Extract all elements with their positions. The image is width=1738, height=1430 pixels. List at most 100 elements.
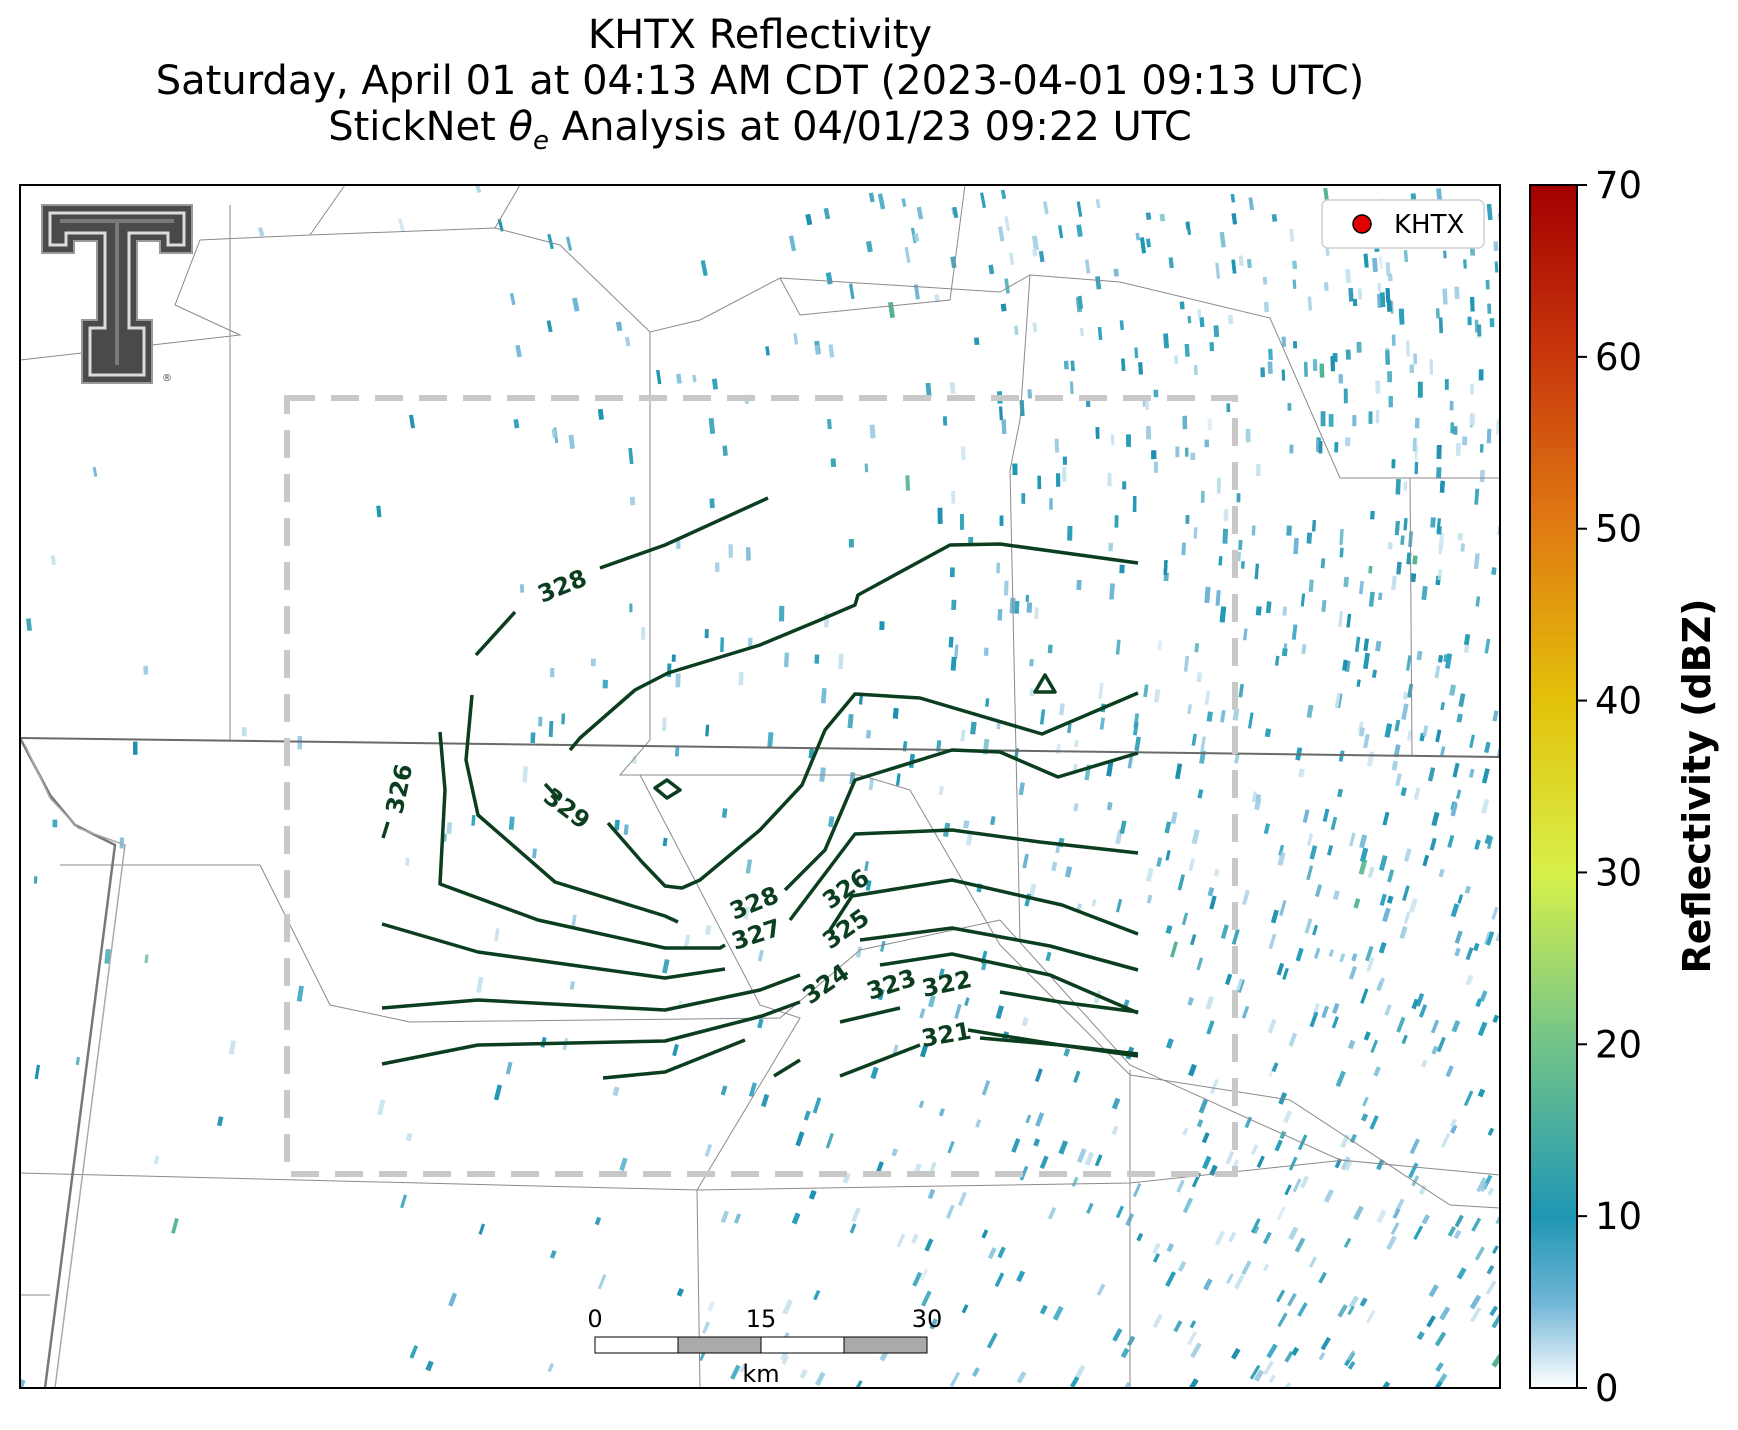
reflectivity-gate bbox=[1268, 348, 1273, 360]
reflectivity-gate bbox=[1091, 899, 1097, 907]
reflectivity-gate bbox=[1318, 1271, 1327, 1284]
reflectivity-gate bbox=[1452, 762, 1460, 778]
reflectivity-gate bbox=[1332, 353, 1338, 363]
reflectivity-gate bbox=[1228, 314, 1234, 325]
reflectivity-gate bbox=[1353, 1205, 1364, 1221]
reflectivity-gate bbox=[730, 1364, 741, 1380]
scale-tick: 0 bbox=[587, 1305, 602, 1333]
reflectivity-gate bbox=[1175, 763, 1183, 780]
reflectivity-gate bbox=[1018, 782, 1025, 796]
reflectivity-gate bbox=[1219, 606, 1227, 623]
scale-tick: 15 bbox=[746, 1305, 777, 1333]
reflectivity-gate bbox=[1069, 381, 1074, 395]
reflectivity-gate bbox=[1463, 644, 1470, 654]
reflectivity-gate bbox=[257, 226, 265, 237]
reflectivity-gate bbox=[1474, 1246, 1485, 1261]
reflectivity-gate bbox=[547, 1363, 555, 1373]
reflectivity-gate bbox=[1058, 1140, 1069, 1155]
reflectivity-gate bbox=[1436, 518, 1441, 533]
reflectivity-gate bbox=[1455, 789, 1462, 800]
reflectivity-gate bbox=[1176, 1179, 1185, 1193]
reflectivity-gate bbox=[1075, 1364, 1086, 1378]
reflectivity-gate bbox=[949, 1371, 961, 1387]
reflectivity-gate bbox=[1312, 1002, 1320, 1017]
reflectivity-gate bbox=[1481, 798, 1490, 814]
reflectivity-gate bbox=[1031, 235, 1039, 251]
reflectivity-gate bbox=[1477, 324, 1482, 337]
reflectivity-gate bbox=[1035, 1068, 1043, 1082]
reflectivity-gate bbox=[1264, 728, 1272, 738]
reflectivity-gate bbox=[994, 1272, 1005, 1288]
reflectivity-gate bbox=[133, 741, 138, 755]
reflectivity-gate bbox=[1415, 417, 1420, 429]
reflectivity-gate bbox=[1495, 932, 1500, 942]
reflectivity-gate bbox=[548, 721, 554, 737]
reflectivity-gate bbox=[1207, 418, 1212, 431]
reflectivity-gate bbox=[1022, 853, 1029, 869]
reflectivity-gate bbox=[1070, 1376, 1080, 1388]
reflectivity-gate bbox=[1337, 788, 1343, 798]
reflectivity-gate bbox=[104, 949, 111, 964]
scale-unit: km bbox=[742, 1360, 779, 1388]
reflectivity-gate bbox=[868, 192, 875, 203]
reflectivity-gate bbox=[1173, 1320, 1183, 1333]
state-lines bbox=[20, 737, 1500, 1388]
reflectivity-gate bbox=[921, 1290, 932, 1307]
reflectivity-gate bbox=[913, 284, 920, 300]
reflectivity-gate bbox=[1390, 1222, 1400, 1236]
reflectivity-gate bbox=[1435, 308, 1440, 319]
reflectivity-gate bbox=[720, 1210, 729, 1223]
reflectivity-gate bbox=[1274, 1139, 1283, 1152]
reflectivity-gate bbox=[1256, 464, 1261, 476]
reflectivity-gate bbox=[75, 1056, 80, 1066]
reflectivity-gate bbox=[757, 1018, 764, 1029]
reflectivity-gate bbox=[1253, 1369, 1264, 1382]
reflectivity-gate bbox=[1163, 333, 1169, 349]
reflectivity-gate bbox=[942, 416, 948, 426]
reflectivity-gate bbox=[1196, 672, 1203, 683]
theta-e-contours bbox=[381, 496, 1139, 1080]
reflectivity-gate bbox=[1419, 1004, 1428, 1018]
reflectivity-gate bbox=[1403, 481, 1408, 491]
reflectivity-gate bbox=[1076, 580, 1082, 591]
reflectivity-gate bbox=[1396, 561, 1402, 575]
reflectivity-gate bbox=[1438, 317, 1443, 334]
reflectivity-gate bbox=[1135, 232, 1140, 241]
reflectivity-gate bbox=[1450, 1124, 1458, 1134]
reflectivity-gate bbox=[1014, 325, 1019, 335]
reflectivity-gate bbox=[1402, 885, 1410, 901]
reflectivity-gate bbox=[153, 1155, 160, 1165]
reflectivity-gate bbox=[1146, 238, 1151, 248]
reflectivity-gate bbox=[1119, 320, 1125, 330]
reflectivity-gate bbox=[26, 618, 32, 631]
reflectivity-gate bbox=[1027, 389, 1032, 399]
reflectivity-gate bbox=[1297, 1134, 1308, 1151]
reflectivity-gate bbox=[532, 848, 537, 859]
reflectivity-gate bbox=[708, 417, 716, 435]
reflectivity-gate bbox=[551, 428, 557, 438]
reflectivity-gate bbox=[779, 605, 785, 622]
reflectivity-gate bbox=[1281, 1382, 1292, 1388]
reflectivity-gate bbox=[405, 857, 410, 866]
reflectivity-gate bbox=[1495, 1215, 1500, 1225]
reflectivity-gate bbox=[1400, 787, 1407, 797]
reflectivity-gate bbox=[505, 1061, 513, 1075]
reflectivity-gate bbox=[965, 833, 973, 846]
reflectivity-gate bbox=[951, 599, 957, 610]
reflectivity-gate bbox=[1248, 197, 1254, 211]
reflectivity-gate bbox=[1485, 279, 1490, 290]
reflectivity-gate bbox=[1206, 1020, 1215, 1035]
reflectivity-gate bbox=[538, 716, 543, 727]
reflectivity-gate bbox=[1359, 847, 1369, 863]
reflectivity-gate bbox=[911, 1233, 919, 1244]
contour-328-lower bbox=[438, 731, 726, 950]
reflectivity-gate bbox=[1323, 282, 1329, 291]
reflectivity-gate bbox=[1250, 1218, 1261, 1234]
contour-329-loop bbox=[606, 691, 1139, 890]
reflectivity-gate bbox=[1363, 1031, 1371, 1041]
reflectivity-gate bbox=[1318, 1352, 1326, 1361]
reflectivity-gate bbox=[1334, 442, 1339, 453]
reflectivity-gate bbox=[1343, 388, 1348, 404]
reflectivity-gate bbox=[1073, 803, 1079, 812]
contour-max-diamond-east bbox=[1033, 673, 1057, 694]
